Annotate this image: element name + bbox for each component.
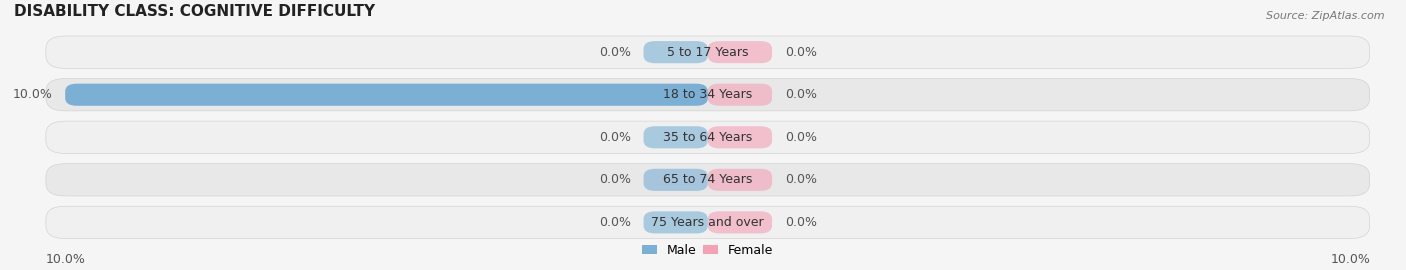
FancyBboxPatch shape <box>46 206 1369 239</box>
Text: 18 to 34 Years: 18 to 34 Years <box>664 88 752 101</box>
FancyBboxPatch shape <box>644 41 707 63</box>
Text: 0.0%: 0.0% <box>599 216 631 229</box>
FancyBboxPatch shape <box>644 126 707 148</box>
FancyBboxPatch shape <box>46 121 1369 153</box>
Text: 0.0%: 0.0% <box>785 216 817 229</box>
FancyBboxPatch shape <box>707 41 772 63</box>
FancyBboxPatch shape <box>46 79 1369 111</box>
FancyBboxPatch shape <box>707 84 772 106</box>
FancyBboxPatch shape <box>707 126 772 148</box>
Text: 0.0%: 0.0% <box>785 88 817 101</box>
Text: 0.0%: 0.0% <box>785 46 817 59</box>
FancyBboxPatch shape <box>46 164 1369 196</box>
Text: 10.0%: 10.0% <box>13 88 52 101</box>
Text: DISABILITY CLASS: COGNITIVE DIFFICULTY: DISABILITY CLASS: COGNITIVE DIFFICULTY <box>14 4 375 19</box>
FancyBboxPatch shape <box>707 211 772 234</box>
FancyBboxPatch shape <box>46 36 1369 68</box>
FancyBboxPatch shape <box>707 169 772 191</box>
Text: 0.0%: 0.0% <box>785 131 817 144</box>
Text: 0.0%: 0.0% <box>599 46 631 59</box>
Text: 75 Years and over: 75 Years and over <box>651 216 763 229</box>
Text: 5 to 17 Years: 5 to 17 Years <box>666 46 748 59</box>
Text: 35 to 64 Years: 35 to 64 Years <box>664 131 752 144</box>
Text: 0.0%: 0.0% <box>599 173 631 186</box>
Text: 0.0%: 0.0% <box>599 131 631 144</box>
Text: Source: ZipAtlas.com: Source: ZipAtlas.com <box>1267 11 1385 21</box>
Text: 0.0%: 0.0% <box>785 173 817 186</box>
FancyBboxPatch shape <box>65 84 707 106</box>
Legend: Male, Female: Male, Female <box>637 239 779 262</box>
FancyBboxPatch shape <box>644 211 707 234</box>
Text: 65 to 74 Years: 65 to 74 Years <box>664 173 752 186</box>
FancyBboxPatch shape <box>644 169 707 191</box>
